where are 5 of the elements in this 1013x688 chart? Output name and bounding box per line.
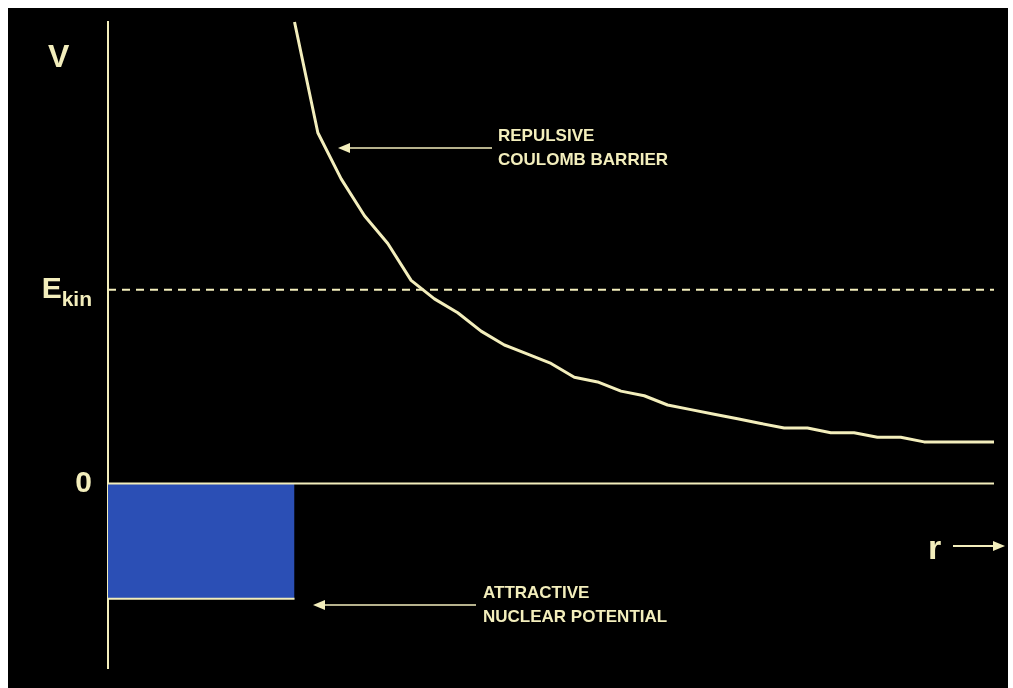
annotation: REPULSIVE COULOMB BARRIER <box>498 125 668 171</box>
x-axis-title: r <box>928 528 942 567</box>
ref-line-label: 0 <box>75 464 92 498</box>
y-axis-title: V <box>48 38 70 75</box>
annotation: ATTRACTIVE NUCLEAR POTENTIAL <box>483 582 668 628</box>
